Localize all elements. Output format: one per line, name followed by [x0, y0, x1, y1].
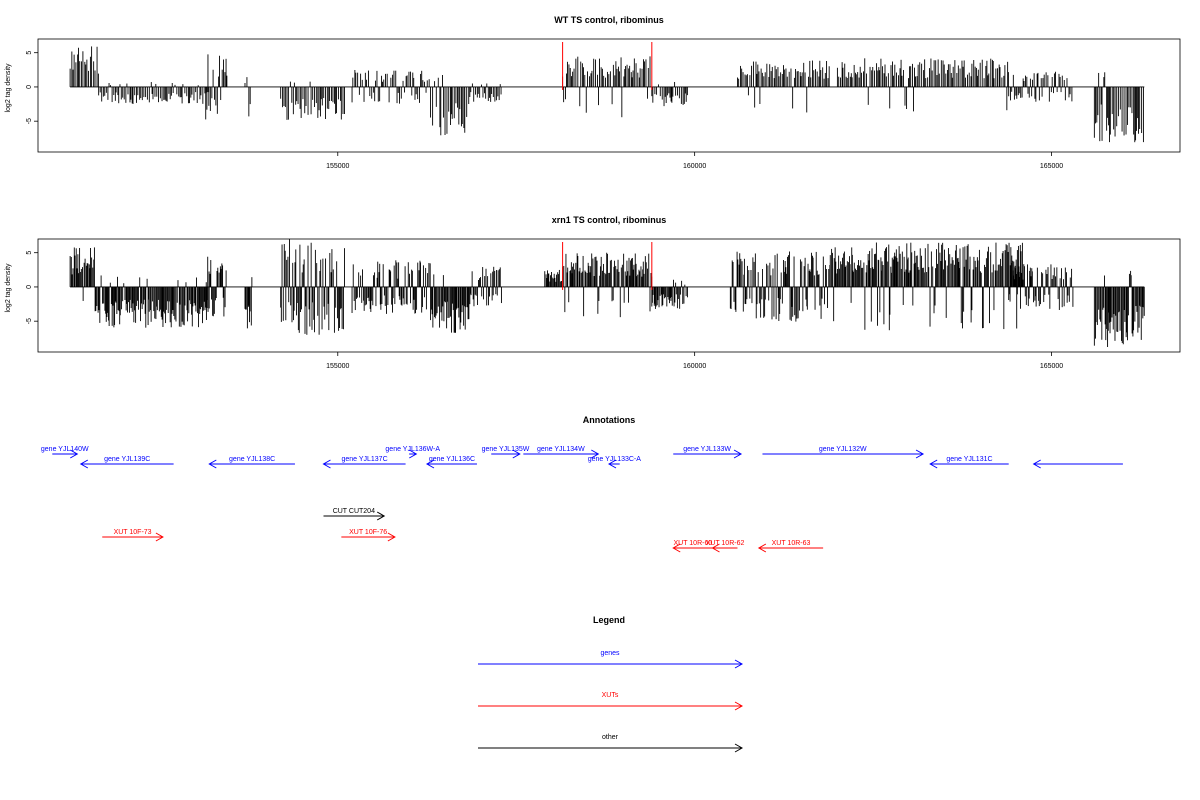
legend-entry: genes [478, 650, 744, 669]
xrn1-axes: -5 0 5 155000 160000 165000 [26, 251, 1063, 370]
feature-arrowhead [322, 459, 331, 469]
y-tick-label: 0 [26, 285, 33, 289]
annotation-feature: gene YJL134W [523, 446, 600, 459]
feature-label: gene YJL140W [41, 446, 89, 453]
feature-label: CUT CUT204 [333, 508, 375, 515]
feature-arrowhead [591, 449, 600, 459]
feature-arrowhead [915, 449, 925, 459]
y-tick-label: -5 [26, 318, 33, 324]
feature-arrowhead [757, 543, 767, 553]
annotation-feature: gene YJL140W [41, 446, 89, 459]
x-tick-label: 160000 [683, 163, 706, 170]
feature-label: XUT 10F-76 [349, 529, 387, 536]
feature-label: gene YJL137C [341, 456, 387, 463]
wt-bars [69, 42, 1145, 143]
feature-arrowhead [1032, 459, 1041, 469]
annotation-feature: gene YJL133C-A [588, 456, 642, 469]
feature-arrowhead [711, 543, 720, 553]
annotation-feature: gene YJL135W [482, 446, 530, 459]
feature-label: gene YJL138C [229, 456, 275, 463]
annotation-feature: gene YJL131C [929, 456, 1009, 469]
feature-label: gene YJL131C [946, 456, 992, 463]
y-tick-label: 5 [26, 51, 33, 55]
feature-arrowhead [387, 532, 396, 542]
feature-label: XUT 10R-63 [772, 540, 811, 547]
annotation-feature: gene YJL136W-A [385, 446, 440, 459]
x-tick-label: 155000 [326, 363, 349, 370]
wt-axes: -5 0 5 155000 160000 165000 [26, 51, 1063, 170]
wt-y-axis-label: log2 tag density [5, 63, 12, 113]
feature-arrowhead [208, 459, 217, 469]
wt-plot-frame [37, 38, 1181, 153]
feature-arrowhead [425, 459, 435, 469]
annotation-feature: gene YJL137C [322, 456, 406, 469]
feature-label: gene YJL133C-A [588, 456, 642, 463]
feature-arrowhead [672, 543, 681, 553]
xrn1-density-panel: xrn1 TS control, ribominus log2 tag dens… [5, 215, 1181, 370]
annotation-feature: XUT 10F-76 [341, 529, 396, 542]
feature-label: XUT 10F-73 [114, 529, 152, 536]
feature-arrowhead [733, 449, 743, 459]
annotation-feature: gene YJL133W [673, 446, 743, 459]
annotation-feature: gene YJL132W [762, 446, 925, 459]
feature-label: gene YJL134W [537, 446, 585, 453]
feature-arrowhead [607, 459, 617, 469]
feature-arrowhead [409, 449, 418, 459]
annotation-feature: XUT 10R-63 [757, 540, 824, 553]
feature-arrowhead [929, 459, 938, 469]
annotation-feature: XUT 10F-73 [102, 529, 164, 542]
legend-label: other [602, 734, 619, 741]
x-tick-label: 165000 [1040, 363, 1063, 370]
legend-title: Legend [593, 615, 625, 625]
annotation-feature: gene YJL138C [208, 456, 295, 469]
legend-panel: Legend genes XUTs other [478, 615, 744, 753]
xrn1-y-axis-label: log2 tag density [5, 263, 12, 313]
x-tick-label: 165000 [1040, 163, 1063, 170]
feature-label: XUT 10R-60 [673, 540, 712, 547]
legend-label: genes [600, 650, 620, 657]
y-tick-label: 0 [26, 85, 33, 89]
feature-label: gene YJL139C [104, 456, 150, 463]
feature-label: XUT 10R-62 [706, 540, 745, 547]
feature-arrowhead [512, 449, 521, 459]
legend-arrowhead [734, 659, 744, 669]
feature-label: gene YJL133W [683, 446, 731, 453]
feature-label: gene YJL136C [429, 456, 475, 463]
x-tick-label: 155000 [326, 163, 349, 170]
xrn1-bars [69, 239, 1145, 347]
annotation-feature: XUT 10R-62 [706, 540, 745, 553]
y-tick-label: -5 [26, 118, 33, 124]
legend-label: XUTs [602, 692, 619, 699]
xrn1-panel-title: xrn1 TS control, ribominus [552, 215, 667, 225]
feature-label: gene YJL136W-A [385, 446, 440, 453]
legend-arrowhead [734, 701, 744, 711]
feature-label: gene YJL135W [482, 446, 530, 453]
feature-arrowhead [70, 449, 79, 459]
feature-arrowhead [79, 459, 89, 469]
feature-arrowhead [155, 532, 164, 542]
wt-density-panel: WT TS control, ribominus log2 tag densit… [5, 15, 1181, 170]
feature-arrowhead [376, 511, 386, 521]
x-tick-label: 160000 [683, 363, 706, 370]
annotation-feature: gene YJL136C [425, 456, 477, 469]
annotation-feature: XUT 10R-60 [672, 540, 713, 553]
feature-label: gene YJL132W [819, 446, 867, 453]
annotation-features: gene YJL140W gene YJL139C gene YJL138C gene… [41, 446, 1123, 553]
annotation-feature: CUT CUT204 [323, 508, 386, 521]
legend-arrowhead [734, 743, 744, 753]
annotations-title: Annotations [583, 415, 636, 425]
annotation-feature: gene YJL139C [79, 456, 174, 469]
annotation-feature [1032, 459, 1123, 469]
xrn1-plot-frame [37, 238, 1181, 353]
y-tick-label: 5 [26, 251, 33, 255]
wt-panel-title: WT TS control, ribominus [554, 15, 664, 25]
legend-entry: other [478, 734, 744, 753]
legend-entry: XUTs [478, 692, 744, 711]
legend-entries: genes XUTs other [478, 650, 744, 753]
